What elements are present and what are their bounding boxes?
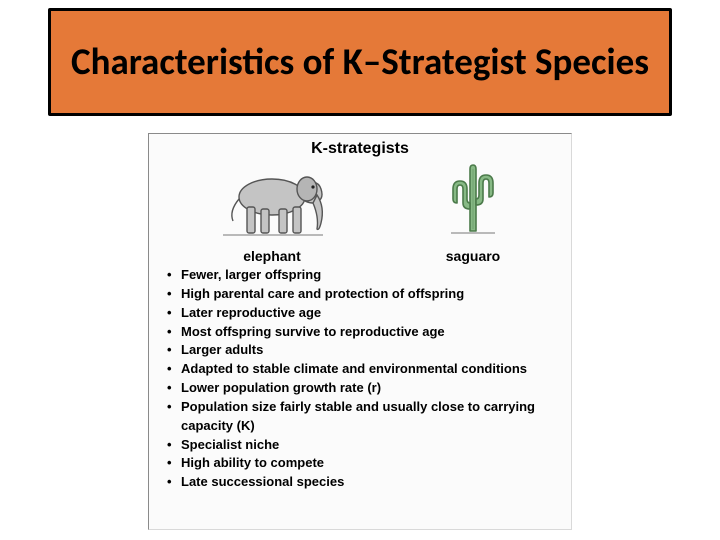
list-item: Most offspring survive to reproductive a… <box>171 323 561 342</box>
list-item: Specialist niche <box>171 436 561 455</box>
example-saguaro: saguaro <box>443 163 503 264</box>
saguaro-icon <box>443 163 503 244</box>
info-card: K-strategists <box>148 133 572 530</box>
examples-row: elephant saguaro <box>159 164 561 264</box>
characteristics-list: Fewer, larger offspring High parental ca… <box>159 266 561 492</box>
list-item: Late successional species <box>171 473 561 492</box>
card-subtitle: K-strategists <box>159 140 561 158</box>
list-item: Later reproductive age <box>171 304 561 323</box>
elephant-icon <box>217 167 327 244</box>
page-title: Characteristics of K–Strategist Species <box>71 41 649 84</box>
list-item: Lower population growth rate (r) <box>171 379 561 398</box>
example-label: elephant <box>243 248 301 264</box>
example-label: saguaro <box>446 248 500 264</box>
list-item: Adapted to stable climate and environmen… <box>171 360 561 379</box>
list-item: Fewer, larger offspring <box>171 266 561 285</box>
list-item: Population size fairly stable and usuall… <box>171 398 561 436</box>
list-item: High parental care and protection of off… <box>171 285 561 304</box>
example-elephant: elephant <box>217 167 327 264</box>
list-item: High ability to compete <box>171 454 561 473</box>
title-banner: Characteristics of K–Strategist Species <box>48 8 672 116</box>
list-item: Larger adults <box>171 341 561 360</box>
